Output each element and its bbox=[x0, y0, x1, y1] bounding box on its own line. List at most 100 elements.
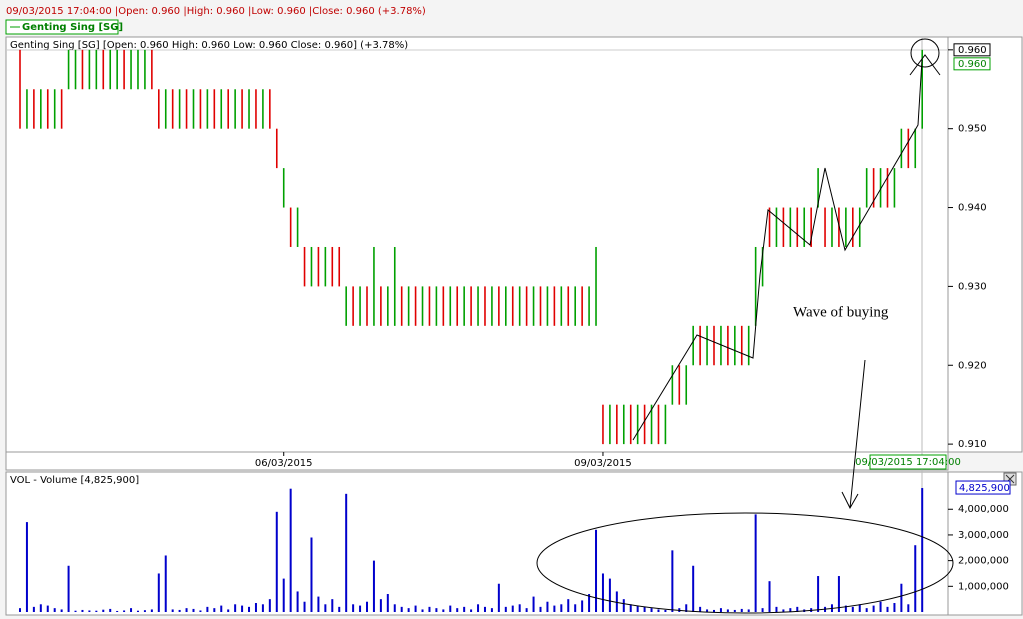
volume-bar bbox=[310, 537, 313, 612]
volume-bar bbox=[608, 578, 611, 612]
volume-bar bbox=[872, 605, 875, 612]
volume-bar bbox=[275, 511, 278, 612]
volume-bar bbox=[511, 605, 514, 612]
volume-bar bbox=[560, 604, 563, 612]
annotation-text: Wave of buying bbox=[793, 304, 889, 320]
volume-bar bbox=[782, 609, 785, 612]
y-tick-label: 0.910 bbox=[958, 439, 987, 450]
volume-bar bbox=[379, 599, 382, 612]
volume-bar bbox=[497, 583, 500, 612]
volume-bar bbox=[234, 604, 237, 612]
volume-bar bbox=[886, 606, 889, 612]
volume-bar bbox=[317, 596, 320, 612]
volume-bar bbox=[261, 604, 264, 612]
volume-panel-title: VOL - Volume [4,825,900] bbox=[10, 475, 139, 486]
volume-bar bbox=[685, 604, 688, 612]
volume-bar bbox=[366, 601, 368, 612]
volume-bar bbox=[178, 609, 181, 612]
volume-bar bbox=[657, 609, 660, 612]
volume-bar bbox=[372, 560, 375, 612]
annotation-pointer bbox=[909, 54, 941, 76]
volume-bar bbox=[761, 608, 764, 612]
annotation-circle bbox=[910, 38, 940, 68]
volume-bar bbox=[518, 604, 521, 612]
volume-bar bbox=[46, 605, 49, 612]
volume-bar bbox=[483, 606, 486, 612]
annotation-arrow bbox=[841, 359, 866, 510]
legend-box bbox=[5, 19, 119, 35]
volume-bar bbox=[213, 608, 216, 612]
volume-bar bbox=[109, 608, 112, 612]
volume-bar bbox=[726, 609, 729, 612]
y-tick-label: 1,000,000 bbox=[958, 581, 1009, 592]
volume-bar bbox=[227, 609, 230, 612]
volume-bar bbox=[421, 609, 424, 612]
volume-bar bbox=[407, 608, 410, 612]
volume-bar bbox=[324, 604, 327, 612]
close-marker: 0.960 bbox=[958, 59, 987, 70]
y-tick-label: 0.950 bbox=[958, 124, 987, 135]
price-axis bbox=[947, 36, 1023, 453]
volume-bar bbox=[289, 488, 292, 612]
volume-bar bbox=[206, 606, 209, 612]
volume-bar bbox=[844, 605, 847, 612]
volume-bar bbox=[463, 606, 466, 612]
volume-bar bbox=[706, 609, 709, 612]
volume-bar bbox=[199, 610, 202, 612]
volume-bar bbox=[921, 488, 924, 612]
volume-bar bbox=[400, 606, 403, 612]
volume-bar bbox=[25, 522, 28, 612]
cursor-label: 09/03/2015 17:04:00 bbox=[855, 457, 961, 468]
volume-bar bbox=[53, 608, 56, 612]
y-tick-label: 0.940 bbox=[958, 203, 987, 214]
y-tick-label: 3,000,000 bbox=[958, 530, 1009, 541]
volume-bar bbox=[879, 601, 882, 612]
y-tick-label: 0.930 bbox=[958, 281, 987, 292]
volume-bar bbox=[150, 609, 153, 612]
volume-bar bbox=[143, 610, 146, 612]
volume-bar bbox=[851, 606, 854, 612]
time-axis bbox=[5, 451, 949, 471]
volume-bar bbox=[692, 565, 695, 612]
close-marker-box bbox=[953, 57, 991, 71]
volume-bar bbox=[615, 591, 618, 612]
volume-bar bbox=[643, 606, 646, 612]
volume-bar bbox=[123, 610, 126, 612]
volume-bar bbox=[588, 594, 591, 612]
cursor-label-box bbox=[869, 454, 947, 470]
volume-bar bbox=[740, 608, 743, 612]
volume-bar bbox=[470, 609, 473, 612]
volume-bar bbox=[32, 606, 35, 612]
volume-bar bbox=[254, 603, 257, 612]
volume-bar bbox=[574, 604, 577, 612]
x-tick-label: 06/03/2015 bbox=[255, 458, 313, 469]
volume-bar bbox=[359, 605, 362, 612]
volume-bar bbox=[19, 608, 21, 612]
volume-bar bbox=[164, 555, 167, 612]
volume-marker-box bbox=[955, 480, 1011, 495]
volume-bar bbox=[74, 610, 77, 612]
volume-bar bbox=[67, 565, 70, 612]
volume-bar bbox=[477, 604, 480, 612]
volume-bar bbox=[664, 609, 667, 612]
volume-bar bbox=[456, 608, 459, 612]
volume-bar bbox=[241, 605, 244, 612]
price-marker: 0.960 bbox=[958, 45, 987, 56]
volume-bar bbox=[95, 610, 98, 612]
price-plot bbox=[5, 36, 949, 453]
volume-bar bbox=[893, 603, 896, 612]
volume-bar bbox=[282, 578, 285, 612]
volume-bar bbox=[393, 604, 396, 612]
volume-bar bbox=[796, 606, 799, 612]
volume-bar bbox=[747, 609, 750, 612]
volume-bar bbox=[837, 576, 840, 612]
legend-label: Genting Sing [SG] bbox=[22, 22, 123, 33]
y-tick-label: 2,000,000 bbox=[958, 556, 1009, 567]
volume-bar bbox=[567, 599, 570, 612]
annotation-ellipse bbox=[536, 512, 954, 614]
volume-bar bbox=[629, 604, 632, 612]
volume-bar bbox=[754, 514, 757, 612]
x-tick-label: 09/03/2015 bbox=[574, 458, 632, 469]
volume-bar bbox=[81, 609, 84, 612]
volume-bar bbox=[192, 608, 195, 612]
